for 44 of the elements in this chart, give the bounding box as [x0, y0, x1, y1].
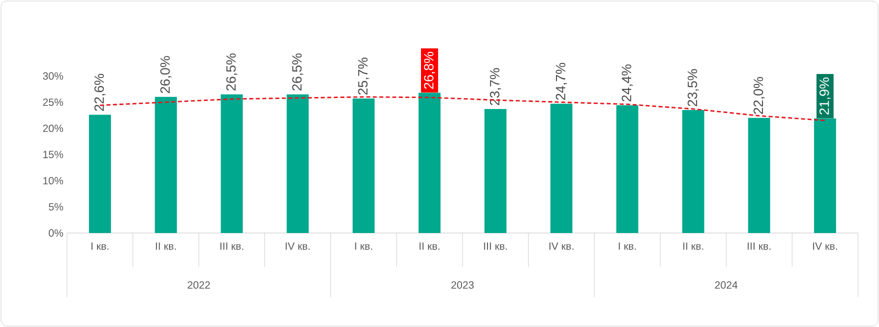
bar	[550, 104, 572, 233]
data-label: 26,0%	[160, 56, 172, 94]
bar	[88, 114, 111, 233]
data-label: 23,7%	[490, 68, 502, 106]
x-tick-label: II кв.	[420, 242, 440, 250]
y-tick-label: 25%	[43, 98, 64, 106]
data-label: 24,7%	[556, 62, 567, 100]
data-label: 24,4%	[622, 64, 633, 102]
text: 2024	[715, 281, 738, 289]
text: 2023	[451, 281, 474, 289]
x-tick-label: II кв.	[156, 242, 176, 250]
bar	[352, 98, 375, 233]
x-tick-label: I кв.	[618, 242, 636, 250]
bar	[616, 105, 638, 233]
y-tick-label: 10%	[43, 176, 64, 184]
y-tick-label: 5%	[48, 203, 64, 211]
y-tick-label: 0%	[48, 229, 64, 237]
bar	[154, 96, 177, 233]
bar	[220, 94, 243, 233]
x-tick-label: III кв.	[220, 242, 244, 250]
bar	[748, 118, 770, 233]
x-tick-label: IV кв.	[549, 242, 574, 250]
x-tick-label: IV кв.	[813, 242, 838, 250]
y-tick-label: 30%	[42, 72, 64, 80]
data-label: 23,5%	[688, 69, 699, 106]
x-tick-label: III кв.	[484, 242, 507, 250]
data-label: 26,5%	[226, 53, 238, 90]
x-tick-label: IV кв.	[286, 242, 310, 250]
x-tick-label: III кв.	[748, 242, 771, 250]
bar	[484, 108, 506, 233]
x-tick-label: I кв.	[92, 242, 108, 250]
x-tick-label: II кв.	[683, 242, 704, 250]
y-tick-label: 15%	[43, 150, 64, 158]
text: 2022	[188, 281, 210, 289]
data-label: 26,8%	[424, 52, 436, 89]
bar	[682, 110, 704, 233]
data-label: 26,5%	[292, 53, 304, 90]
data-label: 22,6%	[94, 74, 106, 111]
x-tick-label: I кв.	[355, 242, 372, 250]
data-label: 22,0%	[754, 77, 765, 114]
data-label: 21,9%	[819, 78, 831, 115]
y-tick-label: 20%	[43, 124, 64, 132]
data-label: 25,7%	[358, 58, 370, 95]
bar	[286, 94, 309, 233]
